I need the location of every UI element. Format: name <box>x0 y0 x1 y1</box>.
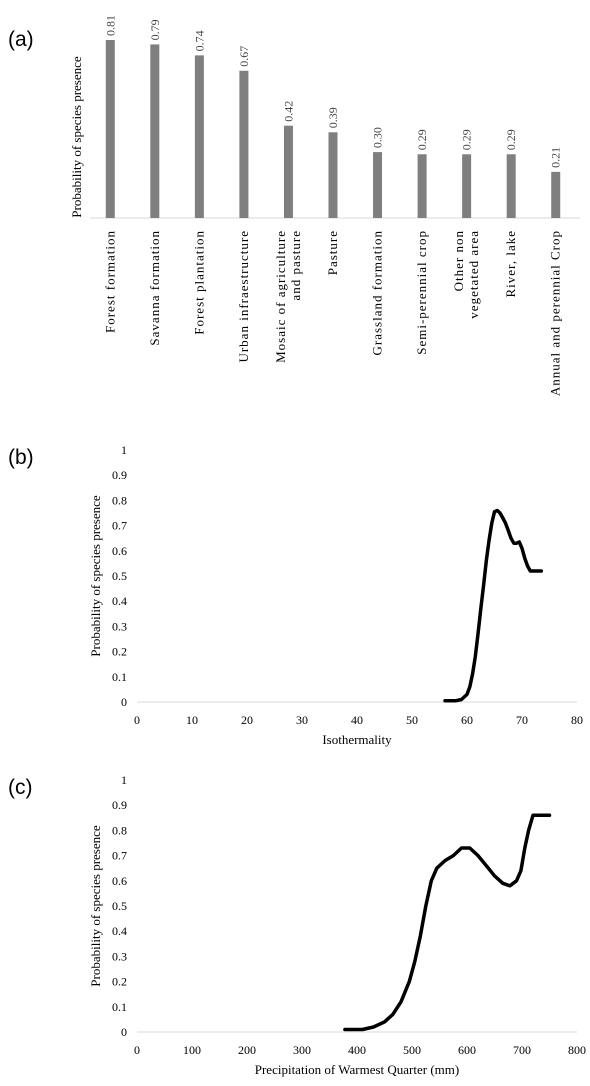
category-label: vegetated area <box>466 230 481 319</box>
bar-value-label: 0.39 <box>326 107 340 128</box>
panel-label-b: (b) <box>8 446 34 469</box>
category-label: Semi-perennial crop <box>414 230 429 355</box>
y-tick-label: 0.5 <box>112 899 127 913</box>
y-tick-label: 0.1 <box>112 1000 127 1014</box>
y-tick-label: 0 <box>121 695 127 709</box>
bar <box>283 125 293 218</box>
x-tick-label: 40 <box>351 713 363 727</box>
y-axis-title: Probability of species presence <box>88 495 103 657</box>
bar <box>105 40 115 218</box>
bar-value-label: 0.74 <box>192 30 206 51</box>
bar-value-label: 0.42 <box>281 101 295 122</box>
y-tick-label: 1 <box>121 443 127 457</box>
y-axis-title: Probability of species presence <box>88 825 103 987</box>
y-tick-label: 0.5 <box>112 569 127 583</box>
bar <box>373 152 383 218</box>
y-tick-label: 0.3 <box>112 619 127 633</box>
series-line <box>443 508 544 703</box>
y-tick-label: 0.7 <box>112 519 127 533</box>
category-label: Savanna formation <box>147 230 162 346</box>
x-tick-label: 600 <box>458 1043 476 1057</box>
x-tick-label: 0 <box>134 713 140 727</box>
y-tick-label: 0.4 <box>112 594 127 608</box>
y-tick-label: 0.9 <box>112 798 127 812</box>
y-tick-label: 0.2 <box>112 975 127 989</box>
y-tick-label: 0.8 <box>112 493 127 507</box>
y-tick-label: 1 <box>121 773 127 787</box>
bar <box>462 154 472 218</box>
category-label: Other non <box>451 230 466 291</box>
bar-value-label: 0.81 <box>103 15 117 36</box>
bar-value-label: 0.30 <box>371 127 385 148</box>
x-tick-label: 50 <box>406 713 418 727</box>
y-tick-label: 0.1 <box>112 670 127 684</box>
bar <box>150 44 160 218</box>
y-tick-label: 0.2 <box>112 645 127 659</box>
bar <box>239 70 249 218</box>
y-tick-label: 0 <box>121 1025 127 1039</box>
x-tick-label: 10 <box>186 713 198 727</box>
bar-value-label: 0.79 <box>148 19 162 40</box>
x-tick-label: 800 <box>568 1043 586 1057</box>
y-axis-title: Probability of species presence <box>69 56 84 218</box>
x-tick-label: 300 <box>293 1043 311 1057</box>
x-tick-label: 30 <box>296 713 308 727</box>
bar <box>506 154 516 218</box>
x-tick-label: 80 <box>571 713 583 727</box>
x-tick-label: 60 <box>461 713 473 727</box>
land-cover-bar-chart: Probability of species presence 0.81 Fores… <box>69 15 580 396</box>
category-label: Forest plantation <box>191 230 206 335</box>
y-tick-label: 0.6 <box>112 544 127 558</box>
y-tick-label: 0.3 <box>112 949 127 963</box>
category-label: Forest formation <box>102 230 117 333</box>
x-tick-label: 100 <box>183 1043 201 1057</box>
y-tick-label: 0.7 <box>112 849 127 863</box>
bar <box>417 154 427 218</box>
bar <box>194 55 204 218</box>
category-label: Urban infraestructure <box>236 230 251 363</box>
x-tick-label: 500 <box>403 1043 421 1057</box>
x-tick-label: 70 <box>516 713 528 727</box>
x-tick-label: 700 <box>513 1043 531 1057</box>
x-axis-title: Isothermality <box>322 732 392 747</box>
x-tick-label: 20 <box>241 713 253 727</box>
y-tick-label: 0.4 <box>112 924 127 938</box>
category-label: River, lake <box>503 230 518 298</box>
y-tick-label: 0.6 <box>112 874 127 888</box>
bar <box>551 171 561 218</box>
series-line <box>343 813 552 1032</box>
x-tick-label: 200 <box>238 1043 256 1057</box>
precipitation-line-chart: 0 0.1 0.2 0.3 0.4 0.5 0.6 0.7 0.8 0.9 1 0 100 200 300 4… <box>88 773 586 1077</box>
bar-value-label: 0.29 <box>415 129 429 150</box>
bar-value-label: 0.29 <box>460 129 474 150</box>
category-label: Pasture <box>325 230 340 275</box>
category-label: Mosaic of agriculture <box>273 230 288 363</box>
bar-value-label: 0.21 <box>549 147 563 168</box>
y-tick-label: 0.9 <box>112 468 127 482</box>
panel-label-c: (c) <box>8 776 33 799</box>
bar-value-label: 0.29 <box>504 129 518 150</box>
x-tick-label: 400 <box>348 1043 366 1057</box>
isothermality-line-chart: 00.10.20.30.40.50.60.70.80.910 10 20 30 40 50… <box>88 443 583 747</box>
x-tick-label: 0 <box>134 1043 140 1057</box>
category-label: Grassland formation <box>370 230 385 356</box>
category-label: Annual and perennial Crop <box>548 230 563 396</box>
bar-value-label: 0.67 <box>237 46 251 67</box>
x-axis-title: Precipitation of Warmest Quarter (mm) <box>255 1062 459 1077</box>
category-label: and pasture <box>288 230 303 301</box>
bar <box>328 132 338 218</box>
y-tick-label: 0.8 <box>112 823 127 837</box>
panel-label-a: (a) <box>8 28 34 51</box>
